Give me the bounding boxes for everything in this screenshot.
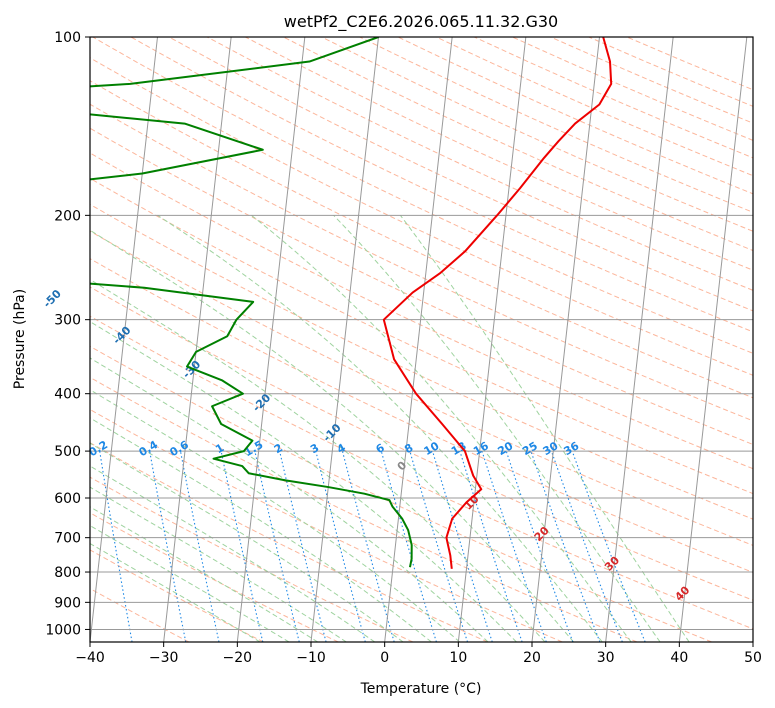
y-axis-label: Pressure (hPa) (12, 289, 28, 389)
dry-adiabat (90, 80, 753, 399)
x-axis-label: Temperature (°C) (360, 681, 482, 697)
moist-adiabat (333, 214, 661, 642)
moist-adiabat (90, 229, 574, 642)
mixing-ratio-line (409, 450, 469, 642)
mixing-ratio-line (505, 450, 574, 642)
moist-adiabat (90, 486, 347, 642)
isotherm-line (236, 37, 306, 642)
dry-adiabat (90, 476, 414, 642)
dry-adiabat (90, 230, 753, 546)
dry-adiabat (130, 37, 753, 333)
x-tick-label: 10 (449, 650, 467, 666)
dry-adiabat (90, 57, 753, 376)
isotherm-gridlines (90, 37, 753, 642)
moist-adiabat (90, 321, 517, 642)
isotherm-line (605, 37, 674, 642)
x-tick-label: −20 (223, 650, 253, 666)
dry-adiabat (90, 442, 488, 642)
x-tick-label: 40 (670, 650, 688, 666)
y-tick-label: 300 (54, 313, 81, 329)
moist-adiabat (157, 214, 603, 642)
mixing-ratio-line (530, 450, 601, 642)
moist-adiabat (90, 357, 489, 642)
mixing-ratio-line (459, 450, 523, 642)
moist-adiabat (90, 524, 290, 642)
mixing-ratio-line (315, 450, 366, 642)
x-tick-label: 50 (744, 650, 762, 666)
mixing-ratio-line (279, 450, 327, 642)
dry-adiabat (206, 37, 753, 291)
y-tick-label: 1000 (45, 622, 81, 638)
x-tick-label: 0 (380, 650, 389, 666)
x-tick-label: −10 (296, 650, 326, 666)
y-axis-ticks: 100 200 300 400 500 600 700 800 900 1000 (45, 30, 90, 638)
isotherm-line (310, 37, 379, 642)
dry-adiabat (90, 345, 712, 642)
y-tick-label: 900 (54, 595, 81, 611)
y-tick-label: 400 (54, 387, 81, 403)
dry-adiabat (90, 315, 753, 630)
mixing-ratio-line (432, 450, 493, 642)
y-tick-label: 200 (54, 208, 81, 224)
x-tick-label: 20 (523, 650, 541, 666)
mixing-ratio-line (550, 450, 623, 642)
mixing-ratio-line (481, 450, 547, 642)
dry-adiabat (90, 408, 563, 642)
temperature-line (382, 37, 613, 569)
isotherm-line (163, 37, 232, 642)
y-tick-label: 700 (54, 531, 81, 547)
dry-adiabat (90, 587, 190, 642)
moist-adiabat (90, 442, 404, 642)
moist-adiabat (399, 215, 690, 642)
chart-title: wetPf2_C2E6.2026.065.11.32.G30 (284, 12, 558, 32)
dry-adiabat (90, 549, 264, 642)
isotherm-line (531, 37, 600, 642)
dry-adiabat (90, 286, 753, 601)
y-tick-label: 500 (54, 444, 81, 460)
dry-adiabat (90, 376, 638, 642)
y-tick-label: 800 (54, 565, 81, 581)
isotherm-line (90, 37, 158, 642)
plot-frame (89, 36, 754, 643)
x-tick-label: 30 (597, 650, 615, 666)
isotherm-line (457, 37, 527, 642)
moist-adiabat (90, 465, 376, 642)
dry-adiabats (90, 37, 753, 642)
mixing-ratio-line (380, 450, 437, 642)
moist-adiabat (90, 542, 261, 642)
mixing-ratio-line (254, 450, 300, 642)
dewpoint-line (90, 37, 413, 568)
dry-adiabat (92, 37, 753, 354)
dry-adiabat (168, 37, 753, 312)
plot-area (90, 37, 753, 642)
x-tick-label: −40 (75, 650, 105, 666)
mixing-ratio-line (179, 450, 220, 642)
mixing-ratio-line (220, 450, 264, 642)
moist-adiabat (251, 214, 632, 642)
isobar-gridlines (90, 37, 753, 630)
y-tick-label: 100 (54, 30, 81, 46)
isotherm-line (678, 37, 748, 642)
dry-adiabat (90, 177, 753, 495)
moist-adiabat (90, 278, 546, 642)
moist-adiabats (90, 214, 690, 642)
moist-adiabat (90, 389, 461, 642)
dry-adiabat (90, 203, 753, 520)
x-axis-ticks: −40 −30 −20 −10 0 10 20 30 40 50 (75, 642, 762, 666)
moist-adiabat (90, 417, 432, 642)
x-tick-label: −30 (149, 650, 179, 666)
isotherm-line (384, 37, 453, 642)
y-tick-label: 600 (54, 491, 81, 507)
